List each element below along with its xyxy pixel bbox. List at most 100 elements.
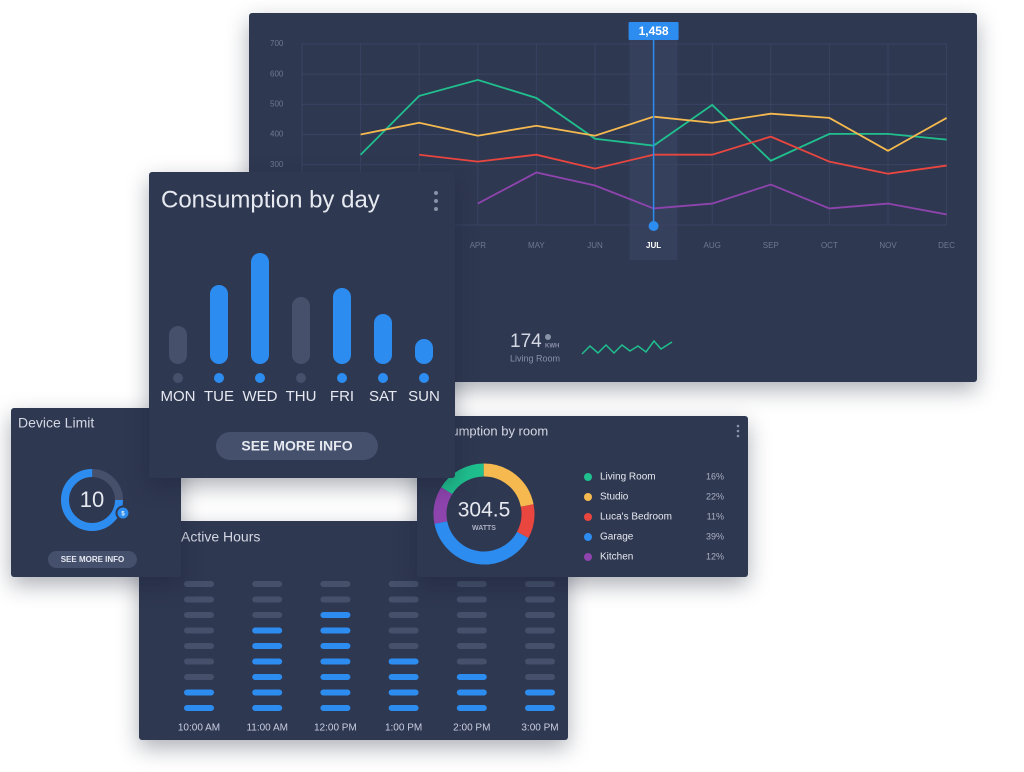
card-title: Consumption by day xyxy=(161,186,380,213)
x-tick-label: APR xyxy=(470,241,487,250)
x-tick-label: MON xyxy=(161,388,196,405)
inactive-cell xyxy=(456,627,487,634)
inactive-cell xyxy=(388,627,419,634)
day-dot xyxy=(296,373,306,383)
legend-label: Living Room xyxy=(600,472,656,483)
x-tick-label: SAT xyxy=(369,388,397,405)
active-cell xyxy=(252,658,283,665)
bar xyxy=(210,285,228,364)
active-cell xyxy=(252,643,283,649)
active-cell xyxy=(252,689,283,696)
active-cell xyxy=(252,674,283,680)
x-tick-label: WED xyxy=(243,388,278,405)
badge xyxy=(115,505,131,521)
active-cell xyxy=(456,689,487,696)
x-tick-label: 12:00 PM xyxy=(314,723,357,734)
see-more-button[interactable] xyxy=(48,551,137,568)
active-cell xyxy=(388,658,419,665)
y-tick-label: 700 xyxy=(270,39,284,48)
bar xyxy=(169,326,187,364)
active-cell xyxy=(252,627,283,634)
menu-icon[interactable] xyxy=(434,191,438,211)
monthly-chart: 300 400 500 600 700 APR MAY JUN JUL AUG SEP OCT NOV D… xyxy=(270,22,955,363)
donut-segment xyxy=(433,487,453,524)
cursor-dot xyxy=(648,221,659,231)
y-tick-label: 600 xyxy=(270,69,284,78)
inactive-cell xyxy=(252,612,283,618)
active-hours-chart: Active Hours 10:00 AM 11:00 AM 12:00 PM 1:00… xyxy=(178,529,559,734)
inactive-cell xyxy=(456,658,487,665)
active-cell xyxy=(525,705,555,711)
inactive-cell xyxy=(184,612,214,618)
legend-value: 22% xyxy=(706,491,724,501)
x-tick-label: NOV xyxy=(879,241,897,250)
active-cell xyxy=(320,705,351,711)
active-cell xyxy=(320,674,351,680)
active-cell xyxy=(388,705,419,711)
device-count: 10 xyxy=(80,487,104,512)
active-cell xyxy=(320,658,351,665)
tooltip-box xyxy=(628,22,679,40)
room-card: Consumption by room Living Room 16% Studio 2… xyxy=(417,416,748,577)
series-line xyxy=(477,171,947,216)
active-cell xyxy=(320,612,351,618)
inactive-cell xyxy=(184,627,214,634)
x-tick-label: 10:00 AM xyxy=(178,723,220,734)
active-cell xyxy=(388,674,419,680)
active-cell xyxy=(320,627,351,634)
legend-dot xyxy=(584,533,592,541)
legend-label: Kitchen xyxy=(600,552,633,563)
see-more-label[interactable]: SEE MORE INFO xyxy=(61,555,125,564)
day-dot xyxy=(378,373,388,383)
active-cell xyxy=(388,689,419,696)
see-more-button[interactable] xyxy=(216,432,378,460)
legend-value: 12% xyxy=(706,551,724,561)
bar xyxy=(415,339,433,364)
donut-segment xyxy=(516,504,535,539)
day-dot xyxy=(214,373,224,383)
donut-segment xyxy=(434,520,529,565)
inactive-cell xyxy=(525,674,555,680)
inactive-cell xyxy=(184,674,214,680)
inactive-cell xyxy=(388,596,419,603)
menu-icon[interactable] xyxy=(736,424,740,438)
inactive-cell xyxy=(388,581,419,587)
x-tick-label: JUL xyxy=(646,241,661,250)
inactive-cell xyxy=(184,643,214,649)
inactive-cell xyxy=(388,643,419,649)
active-cell xyxy=(252,705,283,711)
badge-label: 5 xyxy=(121,512,125,518)
inactive-cell xyxy=(456,581,487,587)
inactive-cell xyxy=(456,596,487,603)
center-value: 304.5 xyxy=(458,499,511,522)
legend-label: Studio xyxy=(600,492,629,503)
inactive-cell xyxy=(320,596,351,603)
see-more-label[interactable]: SEE MORE INFO xyxy=(241,438,352,454)
inactive-cell xyxy=(252,596,283,603)
x-tick-label: 1:00 PM xyxy=(385,723,422,734)
active-cell xyxy=(320,643,351,649)
active-cell xyxy=(320,689,351,696)
day-dot xyxy=(173,373,183,383)
inactive-cell xyxy=(525,643,555,649)
donut-segment xyxy=(483,463,534,508)
stat-label: Living Room xyxy=(510,353,560,363)
legend-label: Luca's Bedroom xyxy=(600,512,672,523)
legend-value: 16% xyxy=(706,471,724,481)
x-tick-label: MAY xyxy=(528,241,545,250)
inactive-cell xyxy=(525,612,555,618)
legend-value: 11% xyxy=(707,511,724,521)
inactive-cell xyxy=(456,612,487,618)
card-title: Active Hours xyxy=(181,529,260,545)
active-cell xyxy=(184,689,214,696)
x-tick-label: SUN xyxy=(408,388,440,405)
stat-value: 174 xyxy=(510,331,542,352)
x-tick-label: 11:00 AM xyxy=(246,723,288,734)
ring-progress xyxy=(61,469,123,531)
inactive-cell xyxy=(388,612,419,618)
inactive-cell xyxy=(184,658,214,665)
legend-value: 39% xyxy=(706,531,724,541)
x-tick-label: SEP xyxy=(763,241,779,250)
